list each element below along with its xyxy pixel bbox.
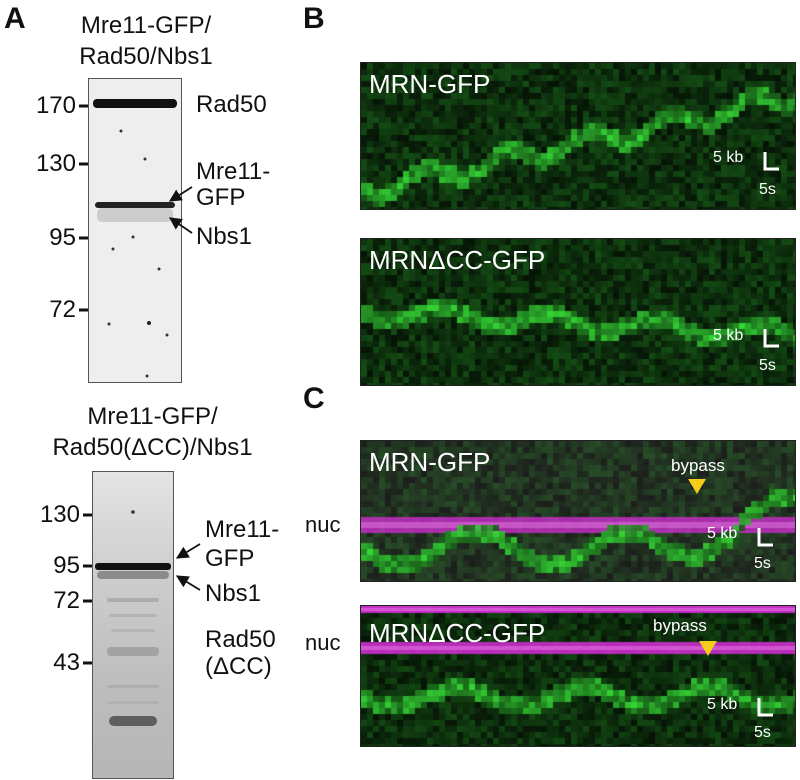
gel1-caption-line1: Mre11-GFP/ xyxy=(80,12,212,39)
gel1-label-mre11-line1: Mre11- xyxy=(196,158,271,185)
kymograph-b2-scalebar xyxy=(763,329,779,348)
gel2-label-rad50-line2: (ΔCC) xyxy=(205,653,272,680)
kymograph-c1-bypass-arrowhead xyxy=(688,479,706,494)
kymograph-b1-title: MRN-GFP xyxy=(369,69,491,99)
kymograph-b1-scalebar xyxy=(763,152,779,171)
gel1-marker-72: 72 xyxy=(49,296,76,323)
kymograph-b1-scale-kb: 5 kb xyxy=(713,149,744,166)
gel1-label-nbs1: Nbs1 xyxy=(196,223,253,250)
kymograph-b2-title: MRNΔCC-GFP xyxy=(369,245,546,275)
gel1-marker-170: 170 xyxy=(35,92,76,119)
gel1-label-mre11-line2: GFP xyxy=(196,184,246,211)
kymograph-b2: MRNΔCC-GFP 5 kb 5s xyxy=(360,238,796,386)
kymograph-c2-bypass-label: bypass xyxy=(653,616,707,635)
gel2-image xyxy=(92,471,174,779)
kymograph-c1-scale-s: 5s xyxy=(754,555,771,572)
gel2-marker-130: 130 xyxy=(39,501,80,528)
panel-c-letter: C xyxy=(303,382,325,415)
gel2-marker-43: 43 xyxy=(53,649,80,676)
gel2-arrow-nbs1 xyxy=(175,575,201,591)
panel-b-letter: B xyxy=(303,2,325,35)
kymograph-c2-scale-s: 5s xyxy=(754,724,771,741)
kymograph-c2-marks xyxy=(699,641,773,717)
gel2-bands xyxy=(95,510,171,726)
gel2-caption-line1: Mre11-GFP/ xyxy=(87,403,218,430)
kymograph-c2-scale-kb: 5 kb xyxy=(707,696,738,713)
panel-a-letter: A xyxy=(4,2,26,35)
kymograph-c1-title: MRN-GFP xyxy=(369,447,491,477)
kymograph-c2: MRNΔCC-GFP bypass 5 kb 5s xyxy=(360,605,796,747)
gel1-marker-130: 130 xyxy=(35,150,76,177)
gel1-arrow-nbs1 xyxy=(168,217,193,234)
kymograph-c1-nuc-label: nuc xyxy=(305,512,341,537)
kymograph-c1-marks xyxy=(688,479,773,547)
gel1-image xyxy=(88,78,182,383)
kymograph-c2-nuc-label: nuc xyxy=(305,630,341,655)
kymograph-c1: MRN-GFP bypass 5 kb 5s xyxy=(360,440,796,582)
kymograph-c2-bypass-arrowhead xyxy=(699,641,717,656)
kymograph-b1-scale-s: 5s xyxy=(759,181,776,198)
gel2-caption-line2: Rad50(ΔCC)/Nbs1 xyxy=(52,434,253,461)
gel2-label-nbs1: Nbs1 xyxy=(205,580,262,607)
gel1-label-rad50: Rad50 xyxy=(196,91,267,118)
gel1-bands xyxy=(93,99,177,378)
gel2-label-mre11-line2: GFP xyxy=(205,545,255,572)
gel1-marker-95: 95 xyxy=(49,224,76,251)
kymograph-b1: MRN-GFP 5 kb 5s xyxy=(360,62,796,210)
gel2-marker-95: 95 xyxy=(53,552,80,579)
gel1-arrow-mre11 xyxy=(168,186,193,202)
gel2-arrow-mre11 xyxy=(175,543,201,559)
kymograph-c1-bypass-label: bypass xyxy=(671,456,725,475)
gel1-caption-line2: Rad50/Nbs1 xyxy=(79,43,213,70)
kymograph-c2-title: MRNΔCC-GFP xyxy=(369,618,546,648)
kymograph-c1-scale-kb: 5 kb xyxy=(707,525,738,542)
gel2-label-mre11-line1: Mre11- xyxy=(205,516,280,543)
gel2-marker-72: 72 xyxy=(53,587,80,614)
kymograph-b2-scale-kb: 5 kb xyxy=(713,327,744,344)
kymograph-b2-scale-s: 5s xyxy=(759,357,776,374)
gel2-label-rad50-line1: Rad50 xyxy=(205,626,276,653)
